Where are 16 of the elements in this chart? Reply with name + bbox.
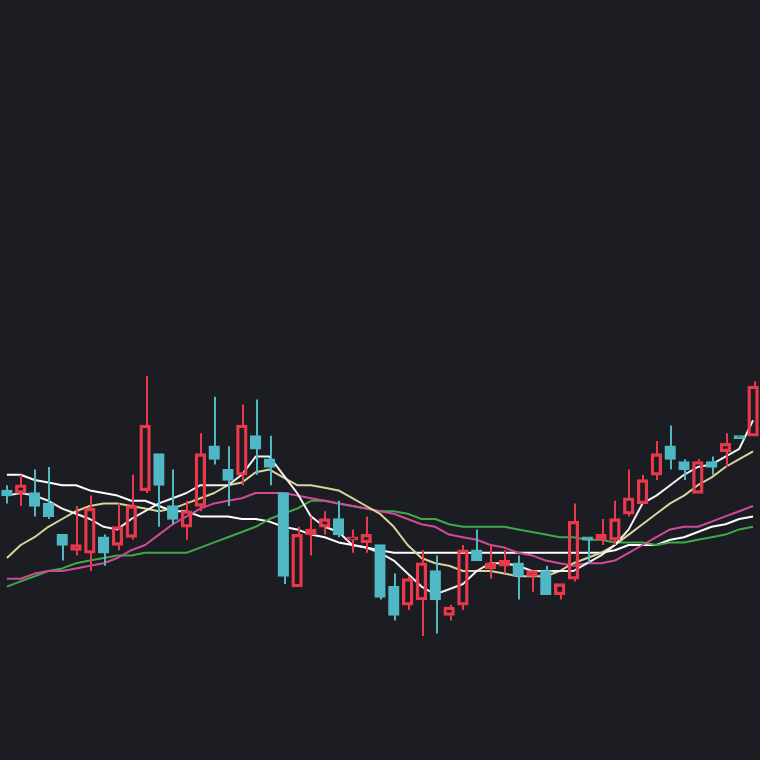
candlestick (388, 572, 400, 622)
candlestick (222, 445, 234, 507)
candlestick (429, 554, 441, 635)
candlestick (153, 453, 165, 528)
candlestick (705, 455, 718, 476)
candlestick (249, 398, 262, 476)
candlestick (263, 434, 276, 487)
candlestick (56, 533, 68, 562)
candlestick (664, 424, 676, 471)
candlestick (167, 468, 179, 526)
candlestick (208, 395, 220, 466)
candlestick (374, 544, 386, 601)
candlestick (277, 492, 289, 585)
candlestick (512, 554, 524, 601)
candlestick (540, 564, 552, 596)
candlestick (678, 458, 690, 481)
